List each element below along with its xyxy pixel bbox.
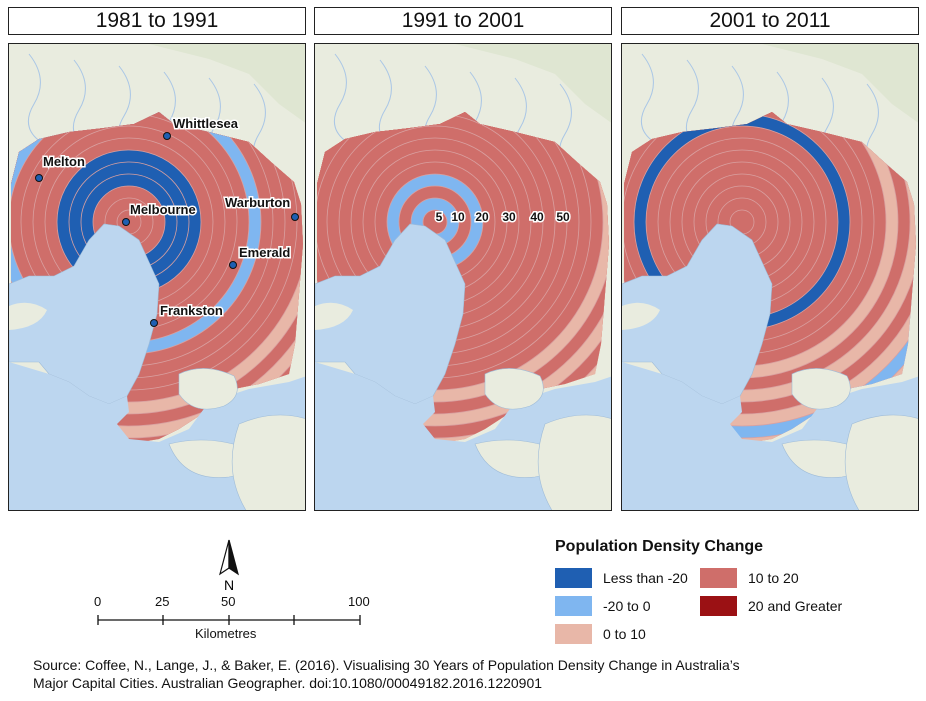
legend-label-20-and-greater: 20 and Greater (748, 598, 843, 614)
map-panel-1[interactable]: Whittlesea Melton Melbourne Warburton Emeral… (8, 43, 306, 511)
city-label-melton: Melton (43, 154, 85, 169)
western-port-island (791, 368, 851, 410)
map-panel-2[interactable]: 5 10 20 30 40 50 (314, 43, 612, 511)
city-label-emerald: Emerald (239, 245, 290, 260)
scale-unit: Kilometres (195, 626, 257, 641)
ring-distance-label-30: 30 (502, 210, 516, 224)
map-svg-2: 5 10 20 30 40 50 (315, 44, 611, 510)
port-phillip-bay (315, 223, 466, 405)
ring-distance-label-5: 5 (436, 210, 443, 224)
legend-swatch-minus20-to-0 (555, 596, 592, 616)
scale-tick-50: 50 (221, 594, 236, 609)
legend-label-10-to-20: 10 to 20 (748, 570, 799, 586)
city-marker-whittlesea[interactable] (163, 132, 171, 140)
north-arrow-icon: N (219, 539, 239, 593)
western-port-island (484, 368, 544, 410)
city-label-whittlesea: Whittlesea (173, 116, 239, 131)
city-marker-melbourne[interactable] (122, 218, 130, 226)
ring-distance-label-20: 20 (475, 210, 489, 224)
scale-tick-0: 0 (94, 594, 102, 609)
legend-title: Population Density Change (555, 538, 764, 555)
ring-distance-label-10: 10 (451, 210, 465, 224)
legend-label-0-to-10: 0 to 10 (603, 626, 646, 642)
bellarine-peninsula (9, 302, 47, 330)
legend-label-less-than-20: Less than -20 (603, 570, 688, 586)
legend-swatch-0-to-10 (555, 624, 592, 644)
scale-bar-line (97, 615, 361, 625)
bellarine-peninsula (622, 302, 660, 330)
panel-title-2: 1991 to 2001 (314, 7, 612, 35)
port-phillip-bay (622, 223, 773, 405)
ring-distance-label-40: 40 (530, 210, 544, 224)
map-svg-1: Whittlesea Melton Melbourne Warburton Emeral… (9, 44, 305, 510)
ring-distance-label-50: 50 (556, 210, 570, 224)
panel-title-1: 1981 to 1991 (8, 7, 306, 35)
hills-area (375, 44, 611, 123)
scale-tick-100: 100 (348, 594, 370, 609)
legend-swatch-20-and-greater (700, 596, 737, 616)
bellarine-peninsula (315, 302, 353, 330)
legend-swatch-10-to-20 (700, 568, 737, 588)
source-line-2: Major Capital Cities. Australian Geograp… (33, 675, 543, 691)
city-label-melbourne: Melbourne (130, 202, 196, 217)
city-marker-warburton[interactable] (291, 213, 299, 221)
panel-title-3: 2001 to 2011 (621, 7, 919, 35)
south-gippsland-coast (844, 414, 918, 510)
legend-label-minus20-to-0: -20 to 0 (603, 598, 651, 614)
hills-area (69, 44, 305, 123)
legend-swatch-less-than-20 (555, 568, 592, 588)
city-marker-frankston[interactable] (150, 319, 158, 327)
source-line-1: Source: Coffee, N., Lange, J., & Baker, … (33, 657, 740, 673)
south-gippsland-coast (537, 414, 611, 510)
river-line (27, 53, 45, 145)
city-label-frankston: Frankston (160, 303, 223, 318)
port-phillip-bay (9, 223, 160, 405)
north-arrow-label: N (224, 577, 234, 593)
river-line (333, 53, 351, 145)
city-label-warburton: Warburton (225, 195, 290, 210)
city-marker-emerald[interactable] (229, 261, 237, 269)
south-gippsland-coast (231, 414, 305, 510)
map-panel-3[interactable] (621, 43, 919, 511)
western-port-island (178, 368, 238, 410)
river-line (640, 53, 658, 145)
scale-tick-25: 25 (155, 594, 170, 609)
map-svg-3 (622, 44, 918, 510)
hills-area (682, 44, 918, 123)
city-marker-melton[interactable] (35, 174, 43, 182)
source-citation: Source: Coffee, N., Lange, J., & Baker, … (33, 656, 913, 692)
